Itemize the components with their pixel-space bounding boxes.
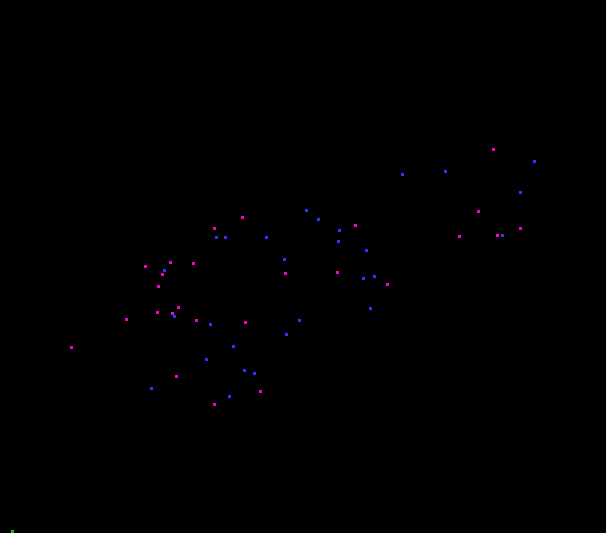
blue-point (338, 229, 341, 232)
magenta-point (161, 273, 164, 276)
blue-point (298, 319, 301, 322)
blue-point (533, 160, 536, 163)
blue-point (215, 236, 218, 239)
magenta-point (284, 272, 287, 275)
magenta-point (259, 390, 262, 393)
magenta-point (144, 265, 147, 268)
magenta-point (492, 148, 495, 151)
magenta-point (213, 403, 216, 406)
green-point (11, 530, 14, 533)
magenta-point (171, 312, 174, 315)
magenta-point (177, 306, 180, 309)
magenta-point (477, 210, 480, 213)
blue-point (444, 170, 447, 173)
magenta-point (458, 235, 461, 238)
blue-point (317, 218, 320, 221)
magenta-point (175, 375, 178, 378)
blue-point (253, 372, 256, 375)
blue-point (228, 395, 231, 398)
blue-point (232, 345, 235, 348)
magenta-point (70, 346, 73, 349)
magenta-point (195, 319, 198, 322)
magenta-point (386, 283, 389, 286)
magenta-point (496, 234, 499, 237)
blue-point (519, 191, 522, 194)
blue-point (362, 277, 365, 280)
magenta-point (169, 261, 172, 264)
blue-point (365, 249, 368, 252)
magenta-point (213, 227, 216, 230)
blue-point (224, 236, 227, 239)
magenta-point (156, 311, 159, 314)
magenta-point (192, 262, 195, 265)
blue-point (501, 234, 504, 237)
blue-point (283, 258, 286, 261)
blue-point (285, 333, 288, 336)
blue-point (265, 236, 268, 239)
blue-point (163, 269, 166, 272)
blue-point (337, 240, 340, 243)
blue-point (401, 173, 404, 176)
blue-point (173, 315, 176, 318)
magenta-point (336, 271, 339, 274)
blue-point (150, 387, 153, 390)
magenta-point (354, 224, 357, 227)
blue-point (243, 369, 246, 372)
blue-point (305, 209, 308, 212)
magenta-point (157, 285, 160, 288)
magenta-point (125, 318, 128, 321)
blue-point (369, 307, 372, 310)
magenta-point (519, 227, 522, 230)
blue-point (373, 275, 376, 278)
magenta-point (241, 216, 244, 219)
blue-point (205, 358, 208, 361)
magenta-point (244, 321, 247, 324)
blue-point (209, 323, 212, 326)
